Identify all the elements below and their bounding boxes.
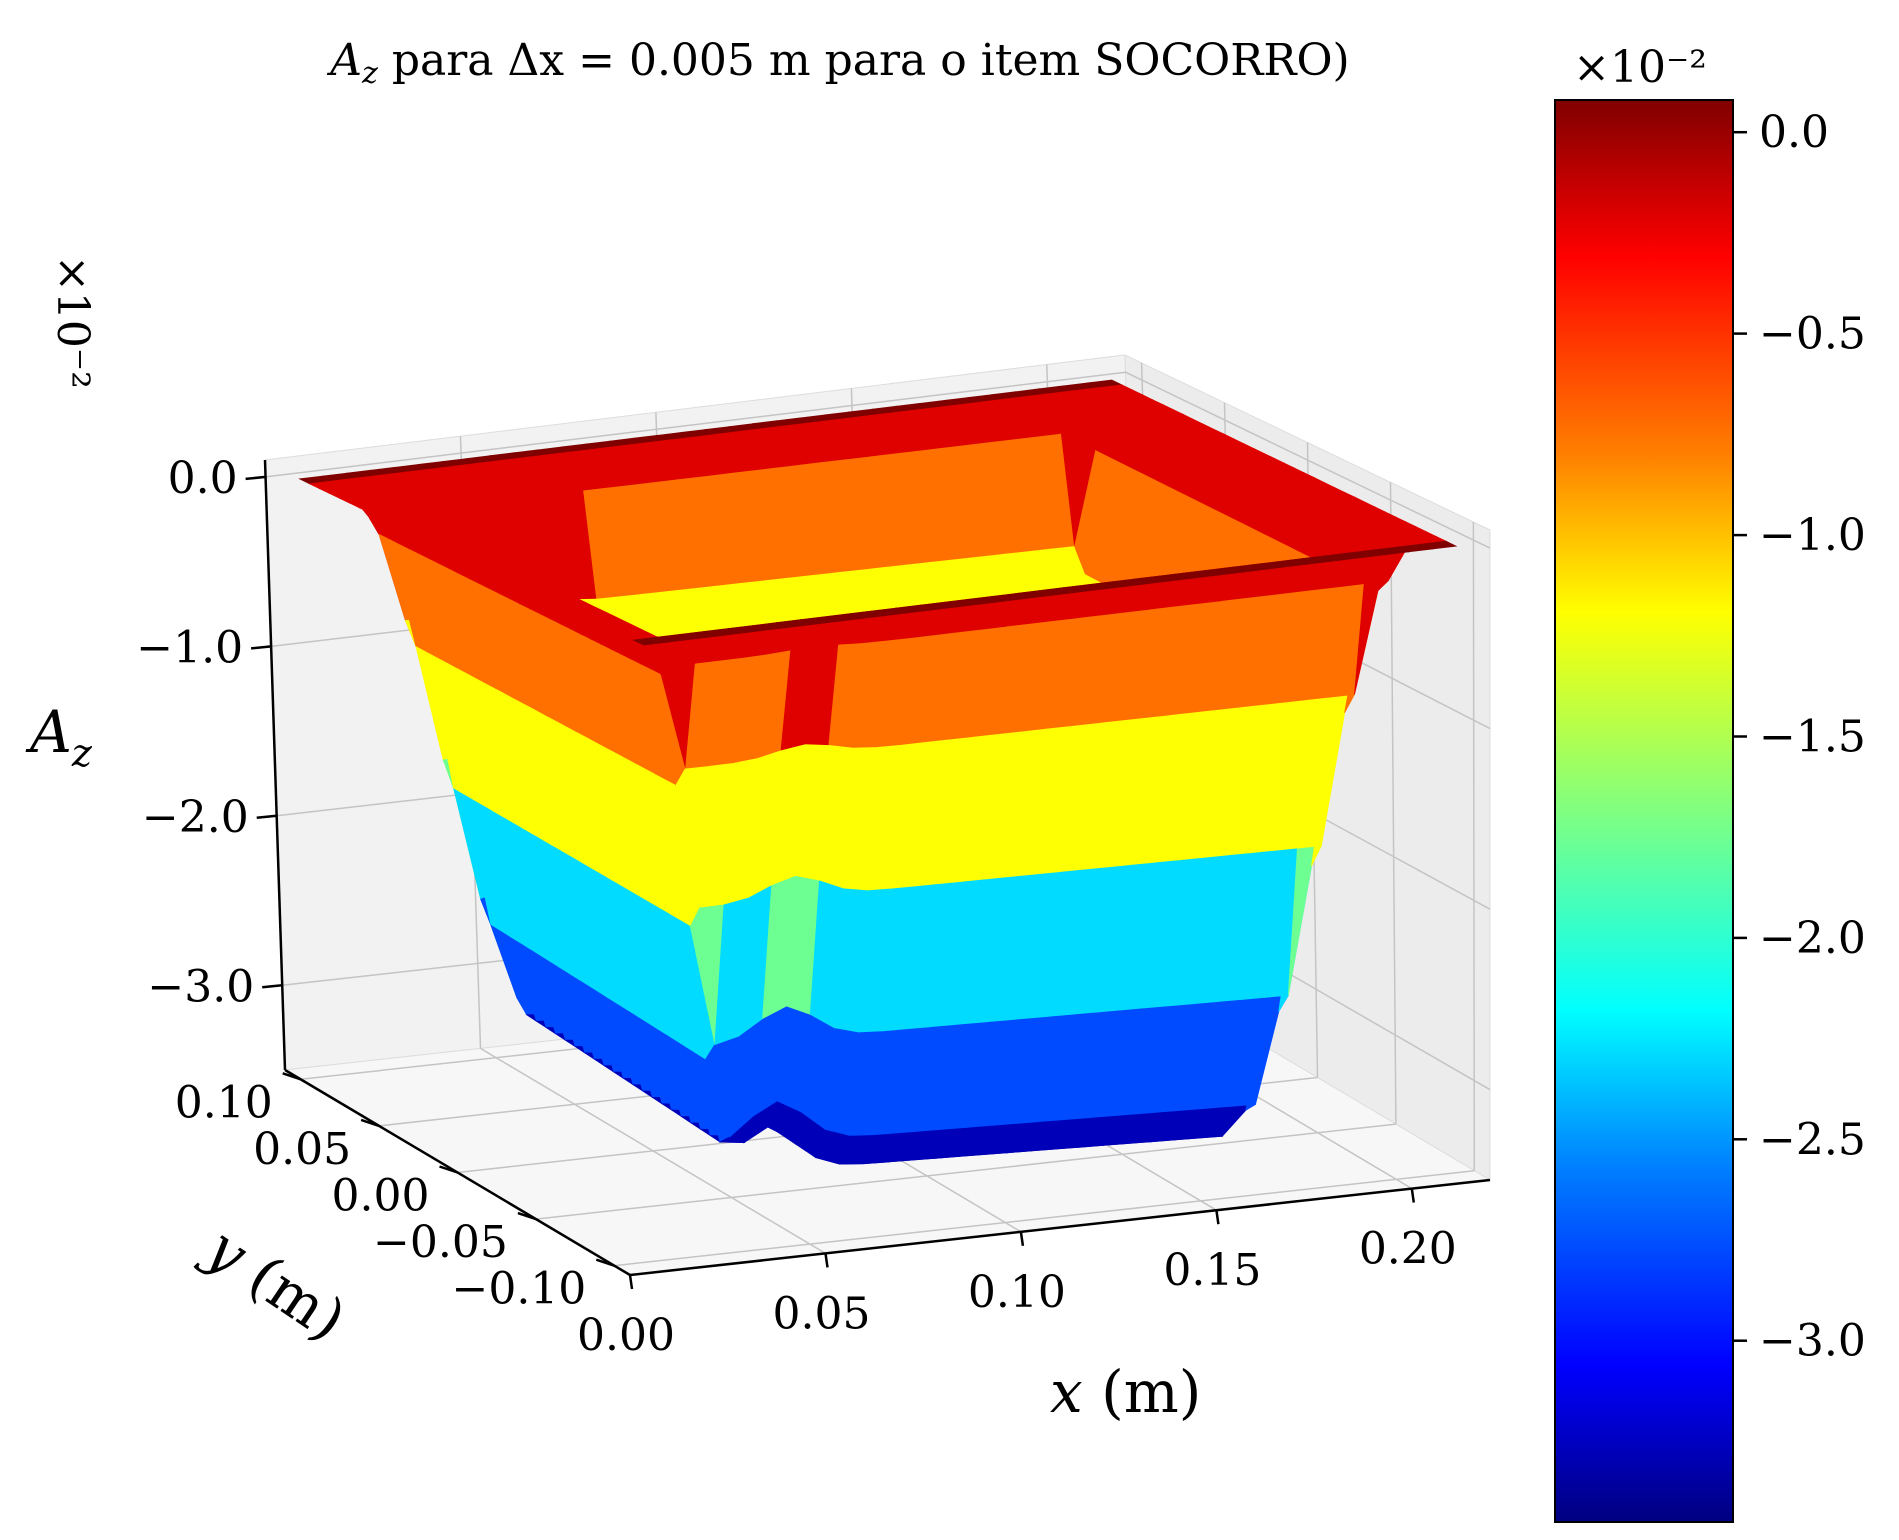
- z-tick: [250, 645, 272, 650]
- title-symbol-sub: z: [361, 56, 378, 91]
- colorbar-tick-label: −2.0: [1759, 913, 1866, 964]
- y-axis-label: y (m): [192, 1212, 358, 1355]
- x-tick-label: 0.00: [577, 1310, 675, 1361]
- y-tick-label: −0.10: [451, 1264, 586, 1315]
- colorbar-tick-label: 0.0: [1759, 107, 1829, 158]
- colorbar: ×10⁻² 0.0 −0.5 −1.0 −1.5 −2.0 −2.5 −3.0: [1554, 42, 1866, 1523]
- colorbar-ticks: 0.0 −0.5 −1.0 −1.5 −2.0 −2.5 −3.0: [1733, 107, 1866, 1367]
- y-tick: [282, 1072, 302, 1081]
- x-tick-label: 0.20: [1359, 1224, 1457, 1275]
- z-axis-label-symbol: A: [25, 698, 72, 766]
- x-tick: [824, 1253, 829, 1268]
- grid-line-y-floor: [535, 1123, 1396, 1220]
- grid-line-y-side: [1472, 521, 1476, 1171]
- y-tick: [439, 1165, 458, 1174]
- z-axis-label-sub: z: [71, 731, 93, 775]
- y-tick: [360, 1118, 380, 1128]
- y-tick-label: 0.00: [332, 1171, 430, 1222]
- z-tick-label: −2.0: [142, 792, 249, 843]
- x-axis-label-var: x: [1050, 1358, 1083, 1426]
- x-tick-label: 0.10: [968, 1267, 1066, 1318]
- z-tick: [245, 475, 266, 481]
- title-delta: Δx = 0.005: [508, 35, 755, 86]
- y-tick-label: 0.10: [175, 1077, 273, 1128]
- y-tick-label: 0.05: [253, 1124, 351, 1175]
- y-tick: [595, 1258, 615, 1267]
- z-axis-label: Az: [25, 698, 93, 775]
- x-tick: [628, 1274, 634, 1290]
- z-tick-label: −3.0: [147, 961, 254, 1012]
- z-tick-label: 0.0: [168, 453, 238, 504]
- y-tick-label: −0.05: [373, 1217, 508, 1268]
- x-axis-label: x (m): [1050, 1358, 1201, 1426]
- chart-title: Az para Δx = 0.005 m para o item SOCORRO…: [326, 35, 1349, 91]
- z-offset-text: ×10⁻²: [47, 255, 98, 389]
- x-tick: [1215, 1210, 1220, 1225]
- x-tick-label: 0.15: [1163, 1245, 1261, 1296]
- colorbar-tick-label: −2.5: [1759, 1114, 1866, 1165]
- surface-plot: [298, 379, 1458, 1165]
- colorbar-offset-text: ×10⁻²: [1573, 42, 1707, 93]
- grid-line-y-floor: [614, 1169, 1475, 1267]
- z-tick: [262, 984, 283, 989]
- grid-line-z-side: [1125, 371, 1491, 549]
- x-tick: [1019, 1231, 1025, 1246]
- title-symbol: A: [326, 35, 362, 86]
- colorbar-tick-label: −1.5: [1759, 712, 1866, 763]
- x-tick-label: 0.05: [773, 1288, 871, 1339]
- grid-line-z-back: [265, 371, 1126, 478]
- title-text-1: para: [378, 35, 508, 86]
- axes-lines: 0.00 0.05 0.10 0.15 0.20−0.10−0.050.000.050.…: [136, 453, 1491, 1361]
- x-axis-label-unit: (m): [1083, 1358, 1202, 1426]
- z-axis-line: [263, 459, 287, 1071]
- colorbar-tick-label: −0.5: [1759, 309, 1866, 360]
- title-text-2: m para o item SOCORRO): [755, 35, 1350, 86]
- colorbar-gradient: [1554, 99, 1734, 1523]
- grid-line-y-side: [1389, 482, 1397, 1125]
- colorbar-tick-label: −1.0: [1759, 510, 1866, 561]
- colorbar-tick-label: −3.0: [1759, 1316, 1866, 1367]
- x-axis-line: [629, 1178, 1491, 1277]
- z-tick-label: −1.0: [136, 622, 243, 673]
- surface-patch: [1420, 540, 1458, 550]
- x-tick: [1410, 1188, 1416, 1203]
- y-tick: [517, 1211, 537, 1221]
- z-tick: [256, 814, 277, 820]
